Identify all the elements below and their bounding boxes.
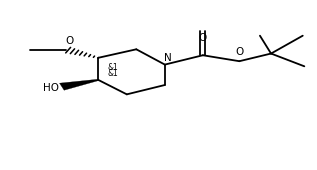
Text: &1: &1 — [108, 69, 119, 78]
Text: HO: HO — [43, 83, 59, 92]
Text: N: N — [164, 53, 172, 63]
Text: O: O — [236, 47, 244, 57]
Text: &1: &1 — [108, 63, 119, 72]
Polygon shape — [60, 79, 99, 90]
Text: O: O — [66, 36, 74, 46]
Text: O: O — [199, 33, 207, 43]
